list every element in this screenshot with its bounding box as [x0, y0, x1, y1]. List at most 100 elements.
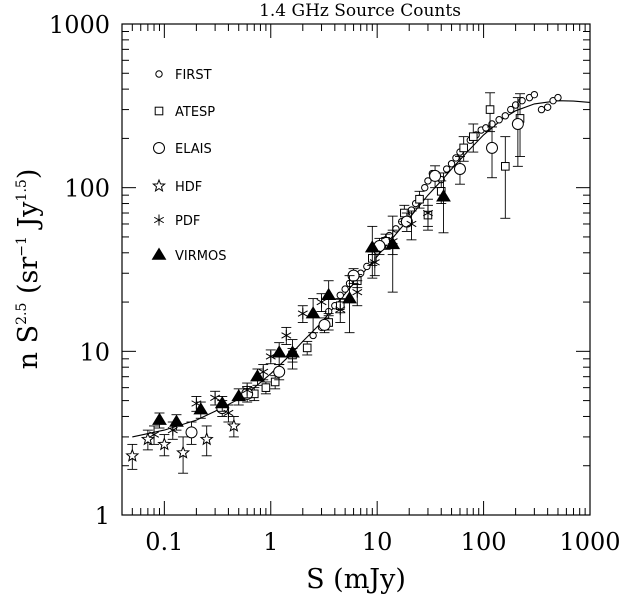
- first-point: [363, 262, 371, 271]
- atesp-point: [270, 377, 280, 387]
- virmos-point: [342, 291, 357, 304]
- legend-elais-label: ELAIS: [175, 142, 212, 157]
- x-axis-label: S (mJy): [306, 564, 406, 595]
- chart-title: 1.4 GHz Source Counts: [259, 1, 461, 21]
- y-tick-label: 10: [79, 338, 110, 366]
- y-axis-label: n S2.5 (sr−1 Jy1.5): [13, 169, 44, 370]
- hdf-point: [226, 418, 241, 432]
- first-point: [424, 177, 432, 185]
- atesp-point: [485, 105, 495, 114]
- data-points: [125, 90, 562, 474]
- first-point: [452, 154, 460, 162]
- legend-item-virmos: VIRMOS: [151, 247, 226, 264]
- first-point: [537, 105, 546, 114]
- atesp-point: [261, 383, 271, 392]
- pdf-point: [369, 256, 380, 268]
- virmos-error-bar: [344, 275, 355, 334]
- virmos-point: [250, 369, 265, 382]
- first-point: [421, 183, 429, 192]
- legend-pdf-marker: [153, 214, 165, 226]
- pdf-point: [335, 304, 346, 316]
- pdf-point: [210, 392, 221, 404]
- pdf-point: [281, 329, 292, 341]
- first-point: [442, 165, 451, 173]
- first-point: [511, 101, 520, 109]
- atesp-point: [415, 194, 424, 204]
- first-point: [309, 331, 317, 340]
- x-tick-label: 1: [263, 528, 278, 556]
- y-tick-label: 1: [95, 502, 110, 530]
- legend-virmos-label: VIRMOS: [175, 249, 226, 264]
- legend-pdf-label: PDF: [175, 214, 200, 229]
- legend-elais-marker: [153, 142, 165, 154]
- virmos-point: [436, 189, 451, 202]
- atesp-error-bar: [500, 136, 511, 219]
- pdf-point: [316, 296, 327, 308]
- legend-virmos-marker: [151, 247, 167, 260]
- hdf-point: [176, 445, 191, 459]
- virmos-error-bar: [387, 215, 398, 293]
- virmos-point: [231, 388, 247, 402]
- first-point: [341, 285, 349, 293]
- virmos-point: [364, 240, 380, 253]
- first-point: [482, 124, 490, 132]
- first-point: [495, 116, 503, 124]
- first-point: [554, 93, 562, 102]
- atesp-point: [302, 343, 312, 353]
- elais-point: [429, 169, 442, 182]
- x-tick-labels: 0.1 1 10 100 1000: [145, 528, 620, 556]
- virmos-point: [321, 287, 337, 301]
- y-tick-label: 1000: [49, 11, 110, 39]
- plot-frame: [121, 23, 591, 516]
- elais-point: [273, 365, 286, 378]
- first-point: [392, 225, 400, 233]
- virmos-point: [271, 345, 287, 358]
- legend-hdf-marker: [152, 178, 166, 193]
- hdf-point: [125, 448, 140, 462]
- x-tick-label: 0.1: [145, 528, 183, 556]
- pdf-point: [149, 429, 160, 441]
- pdf-point: [406, 218, 417, 230]
- legend-atesp-label: ATESP: [175, 105, 215, 120]
- hdf-point: [140, 431, 155, 446]
- virmos-error-bar: [438, 172, 449, 234]
- legend-item-pdf: PDF: [153, 214, 200, 229]
- legend-hdf-label: HDF: [175, 180, 202, 195]
- first-point: [447, 160, 456, 168]
- virmos-point: [152, 412, 167, 425]
- first-point: [543, 103, 552, 111]
- elais-point: [185, 426, 198, 439]
- virmos-point: [214, 396, 230, 409]
- atesp-point: [459, 143, 468, 153]
- legend-item-elais: ELAIS: [153, 142, 212, 157]
- first-point: [336, 291, 344, 299]
- axis-ticks: [121, 23, 591, 516]
- pdf-point: [422, 207, 433, 219]
- pdf-point: [242, 384, 253, 396]
- elais-point: [453, 163, 466, 176]
- y-tick-labels: 1 10 100 1000: [49, 11, 110, 530]
- legend-atesp-marker: [154, 106, 164, 116]
- legend-item-first: FIRST: [155, 68, 212, 83]
- legend-first-label: FIRST: [175, 68, 212, 83]
- hdf-point: [199, 431, 214, 446]
- virmos-point: [285, 345, 300, 358]
- virmos-point: [305, 306, 321, 319]
- first-point: [507, 105, 515, 114]
- pdf-point: [297, 308, 308, 320]
- virmos-point: [385, 236, 401, 250]
- first-point: [501, 112, 510, 120]
- virmos-point: [169, 414, 184, 427]
- x-tick-label: 10: [362, 528, 393, 556]
- atesp-point: [501, 162, 510, 171]
- y-tick-label: 100: [64, 175, 110, 203]
- elais-point: [511, 117, 524, 130]
- x-tick-label: 100: [461, 528, 507, 556]
- elais-point: [318, 318, 331, 331]
- pdf-point: [352, 286, 363, 298]
- legend: FIRST ATESP ELAIS HDF PDF VIRMOS: [151, 68, 226, 264]
- virmos-point: [193, 402, 209, 415]
- hdf-point: [157, 437, 172, 451]
- atesp-point: [468, 132, 478, 141]
